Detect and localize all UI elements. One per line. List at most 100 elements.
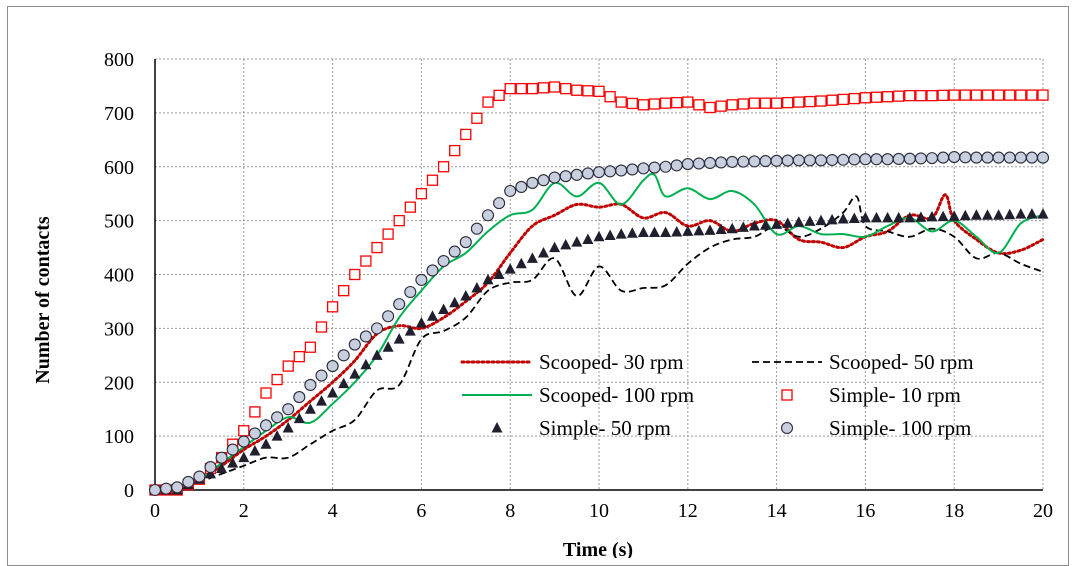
data-point <box>1004 89 1016 101</box>
data-point <box>703 156 717 170</box>
data-point <box>648 161 661 174</box>
data-point <box>571 236 583 247</box>
data-point <box>693 224 705 236</box>
y-tick-label: 800 <box>104 49 134 71</box>
data-point <box>814 154 828 167</box>
data-point <box>515 257 527 269</box>
data-point <box>915 211 927 222</box>
data-point <box>1015 89 1027 101</box>
legend-label: Simple- 50 rpm <box>539 416 671 440</box>
data-point <box>804 95 816 108</box>
data-point <box>915 89 927 102</box>
data-point <box>460 128 472 141</box>
data-point <box>1037 89 1049 101</box>
data-point <box>271 373 283 386</box>
x-tick-label: 18 <box>944 500 964 522</box>
data-point <box>914 152 927 165</box>
data-point <box>304 403 316 414</box>
series-scooped-100-rpm <box>154 172 1044 491</box>
data-point <box>1025 151 1038 164</box>
data-point <box>526 82 539 95</box>
series-line <box>153 193 1045 492</box>
data-point <box>726 222 738 234</box>
data-point <box>792 154 805 167</box>
series-scooped-30-rpm <box>153 193 1045 492</box>
data-point <box>548 171 561 184</box>
data-point <box>182 475 195 488</box>
data-point <box>893 90 905 102</box>
data-point <box>504 184 517 198</box>
data-point <box>782 96 794 109</box>
data-point <box>437 254 450 268</box>
data-point <box>271 411 284 424</box>
data-point <box>326 301 339 313</box>
y-tick-label: 400 <box>104 265 134 287</box>
data-point <box>393 298 406 311</box>
data-point <box>493 197 506 210</box>
data-point <box>349 268 361 281</box>
data-point <box>293 351 305 363</box>
data-point <box>959 209 971 221</box>
data-point <box>404 285 417 299</box>
data-point <box>459 236 472 249</box>
data-point <box>926 89 938 102</box>
series-layer <box>148 81 1050 497</box>
data-point <box>304 341 317 353</box>
data-point <box>615 228 627 239</box>
data-point <box>648 98 661 110</box>
data-point <box>882 211 894 223</box>
data-point <box>238 425 250 437</box>
data-point <box>370 322 384 335</box>
data-point <box>682 225 694 236</box>
data-point <box>249 406 261 418</box>
data-point <box>481 209 495 222</box>
data-point <box>637 99 650 111</box>
data-point <box>493 268 505 279</box>
data-point <box>226 443 239 456</box>
data-point <box>837 213 849 224</box>
y-tick-label: 500 <box>104 211 134 233</box>
x-tick-label: 16 <box>855 500 875 522</box>
data-point <box>715 100 727 112</box>
data-point <box>959 89 971 101</box>
data-point <box>937 89 949 102</box>
data-point <box>426 264 439 277</box>
data-point <box>593 85 605 97</box>
legend-item: Simple- 100 rpm <box>780 416 971 440</box>
series-line <box>154 195 1044 491</box>
data-point <box>560 82 572 95</box>
data-point <box>759 155 772 168</box>
data-point <box>415 188 428 200</box>
y-tick-label: 300 <box>104 318 134 340</box>
data-point <box>337 349 350 362</box>
data-point <box>282 360 294 372</box>
data-point <box>582 233 594 244</box>
x-tick-labels: 0 2 4 6 8 10 12 14 16 18 20 <box>150 500 1053 522</box>
legend-item: Scooped- 100 rpm <box>462 383 694 407</box>
data-point <box>338 285 350 297</box>
data-point <box>670 159 683 172</box>
data-point <box>649 226 660 237</box>
data-point <box>837 153 850 166</box>
data-point <box>881 91 894 103</box>
data-point <box>803 154 816 167</box>
data-point <box>615 96 627 108</box>
data-point <box>937 151 950 164</box>
data-point <box>549 241 561 253</box>
data-point <box>537 174 550 187</box>
data-point <box>215 451 228 464</box>
data-point <box>526 252 538 263</box>
data-point <box>1015 208 1027 219</box>
data-point <box>327 387 339 398</box>
legend-label: Scooped- 30 rpm <box>539 350 684 374</box>
data-point <box>248 427 261 440</box>
x-tick-label: 14 <box>767 500 787 522</box>
data-point <box>981 89 994 101</box>
data-point <box>293 391 306 404</box>
data-point <box>1037 208 1049 219</box>
legend-item: Scooped- 50 rpm <box>752 350 974 374</box>
data-point <box>249 444 261 456</box>
data-point <box>970 209 982 220</box>
data-point <box>848 92 860 105</box>
data-point <box>349 368 361 379</box>
